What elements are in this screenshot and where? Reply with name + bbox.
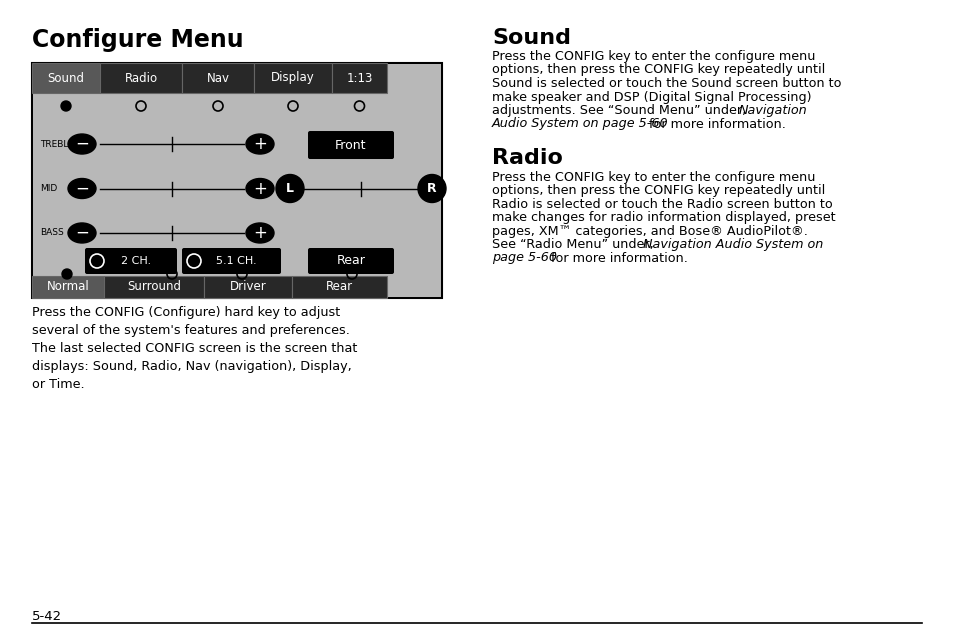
Ellipse shape — [246, 223, 274, 243]
Text: for more information.: for more information. — [546, 251, 687, 265]
Circle shape — [62, 269, 71, 279]
Text: Surround: Surround — [127, 281, 181, 293]
Text: Audio System on page 5-60: Audio System on page 5-60 — [492, 117, 668, 131]
Ellipse shape — [68, 179, 96, 198]
Text: Press the CONFIG key to enter the configure menu: Press the CONFIG key to enter the config… — [492, 50, 815, 63]
Text: Radio: Radio — [492, 149, 562, 168]
Text: −: − — [75, 224, 89, 242]
Text: Normal: Normal — [47, 281, 90, 293]
Text: +: + — [253, 135, 267, 153]
FancyBboxPatch shape — [332, 63, 387, 93]
Text: Press the CONFIG (Configure) hard key to adjust
several of the system's features: Press the CONFIG (Configure) hard key to… — [32, 306, 357, 391]
Ellipse shape — [246, 179, 274, 198]
Text: 2 CH.: 2 CH. — [121, 256, 151, 266]
Text: 1:13: 1:13 — [346, 71, 373, 84]
Text: pages, XM™ categories, and Bose® AudioPilot®.: pages, XM™ categories, and Bose® AudioPi… — [492, 225, 807, 237]
Circle shape — [61, 101, 71, 111]
FancyBboxPatch shape — [100, 63, 182, 93]
Text: 5.1 CH.: 5.1 CH. — [216, 256, 256, 266]
Text: Sound: Sound — [48, 71, 85, 84]
Ellipse shape — [68, 223, 96, 243]
Text: +: + — [253, 224, 267, 242]
FancyBboxPatch shape — [32, 63, 441, 298]
Text: Display: Display — [271, 71, 314, 84]
Text: −: − — [75, 135, 89, 153]
FancyBboxPatch shape — [182, 63, 253, 93]
Text: Nav: Nav — [206, 71, 230, 84]
Text: 5-42: 5-42 — [32, 610, 62, 623]
Ellipse shape — [68, 134, 96, 154]
Circle shape — [275, 175, 304, 202]
Text: L: L — [286, 182, 294, 195]
Text: Configure Menu: Configure Menu — [32, 28, 243, 52]
Text: Navigation: Navigation — [739, 104, 807, 117]
FancyBboxPatch shape — [308, 248, 394, 274]
Ellipse shape — [246, 134, 274, 154]
FancyBboxPatch shape — [85, 248, 177, 274]
Text: MID: MID — [40, 184, 57, 193]
Text: R: R — [427, 182, 436, 195]
Text: See “Radio Menu” under,: See “Radio Menu” under, — [492, 238, 657, 251]
Text: Driver: Driver — [230, 281, 266, 293]
Text: Radio is selected or touch the Radio screen button to: Radio is selected or touch the Radio scr… — [492, 198, 832, 211]
FancyBboxPatch shape — [253, 63, 332, 93]
Text: Rear: Rear — [336, 255, 365, 267]
Text: make changes for radio information displayed, preset: make changes for radio information displ… — [492, 211, 835, 224]
FancyBboxPatch shape — [204, 276, 292, 298]
Text: Front: Front — [335, 138, 366, 151]
Text: Sound: Sound — [492, 28, 571, 48]
Text: Press the CONFIG key to enter the configure menu: Press the CONFIG key to enter the config… — [492, 170, 815, 184]
Text: options, then press the CONFIG key repeatedly until: options, then press the CONFIG key repea… — [492, 64, 824, 77]
FancyBboxPatch shape — [33, 64, 440, 297]
Text: page 5-60: page 5-60 — [492, 251, 557, 265]
Text: +: + — [253, 179, 267, 198]
FancyBboxPatch shape — [32, 63, 100, 93]
FancyBboxPatch shape — [104, 276, 204, 298]
FancyBboxPatch shape — [292, 276, 387, 298]
Text: BASS: BASS — [40, 228, 64, 237]
Text: Rear: Rear — [326, 281, 353, 293]
FancyBboxPatch shape — [32, 276, 104, 298]
Text: adjustments. See “Sound Menu” under,: adjustments. See “Sound Menu” under, — [492, 104, 749, 117]
FancyBboxPatch shape — [182, 248, 281, 274]
Text: Sound is selected or touch the Sound screen button to: Sound is selected or touch the Sound scr… — [492, 77, 841, 90]
Text: TREBLE: TREBLE — [40, 140, 74, 149]
FancyBboxPatch shape — [308, 131, 394, 159]
Text: options, then press the CONFIG key repeatedly until: options, then press the CONFIG key repea… — [492, 184, 824, 197]
Text: −: − — [75, 179, 89, 198]
Text: make speaker and DSP (Digital Signal Processing): make speaker and DSP (Digital Signal Pro… — [492, 91, 811, 103]
Text: Navigation Audio System on: Navigation Audio System on — [642, 238, 822, 251]
Circle shape — [417, 175, 446, 202]
Text: Radio: Radio — [124, 71, 157, 84]
Text: for more information.: for more information. — [644, 117, 785, 131]
